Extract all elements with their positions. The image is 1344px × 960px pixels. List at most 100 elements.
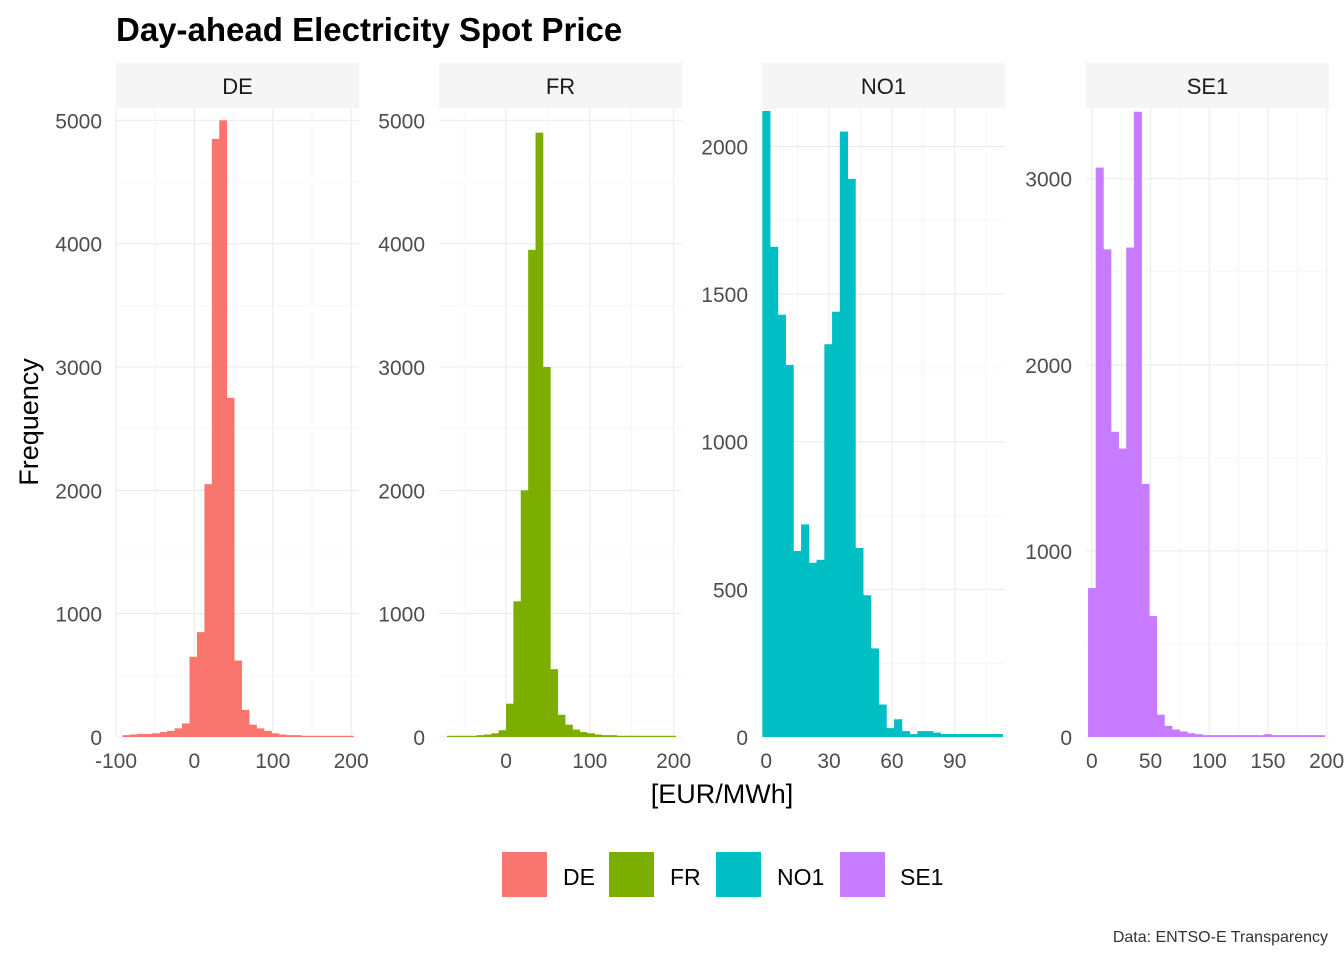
- histogram-bar: [323, 735, 332, 737]
- x-tick-label: 100: [572, 750, 607, 773]
- histogram-bar: [159, 732, 168, 737]
- caption: Data: ENTSO-E Transparency: [1113, 929, 1328, 946]
- x-tick-label: 0: [1086, 750, 1098, 773]
- y-tick-label: 2000: [701, 136, 748, 159]
- histogram-bar: [1179, 731, 1188, 737]
- y-tick-label: 4000: [55, 234, 102, 257]
- histogram-bar: [338, 735, 347, 737]
- panel-no1: NO1 0 500 1000 1500 2000 0 30 60 90: [701, 63, 1005, 773]
- histogram-bar: [263, 730, 272, 737]
- x-tick-label: 100: [1192, 750, 1227, 773]
- histogram-bar: [646, 735, 654, 737]
- panel-fr: FR 0 1000 2000 3000 4000 5000 0 100 200: [378, 63, 691, 773]
- histogram-bar: [550, 669, 559, 737]
- histogram-bar: [1248, 735, 1257, 737]
- histogram-bar: [286, 735, 295, 737]
- histogram-bar: [1095, 167, 1104, 737]
- histogram-bar: [801, 524, 810, 737]
- legend-label: NO1: [777, 864, 824, 890]
- histogram-bar: [1118, 448, 1127, 737]
- y-tick-label: 0: [736, 727, 748, 750]
- histogram-bar: [609, 735, 618, 737]
- histogram-bar: [520, 490, 529, 737]
- histogram-bar: [863, 595, 872, 737]
- histogram-bar: [301, 735, 310, 737]
- y-tick-label: 2000: [378, 480, 425, 503]
- y-tick-label: 0: [1060, 727, 1072, 750]
- legend-key: [609, 852, 654, 897]
- histogram-bar: [122, 735, 131, 737]
- histogram-bar: [498, 730, 507, 737]
- x-tick-label: 0: [189, 750, 201, 773]
- histogram-bar: [793, 550, 802, 737]
- facet-strip-label: DE: [222, 74, 253, 99]
- histogram-bar: [1133, 111, 1142, 737]
- histogram-bar: [1110, 431, 1119, 737]
- x-tick-label: 200: [1309, 750, 1344, 773]
- y-tick-label: 0: [90, 727, 102, 750]
- histogram-bar: [1255, 735, 1264, 737]
- histogram-bar: [832, 311, 841, 737]
- facet-strip: [116, 63, 359, 108]
- histogram-bar: [144, 733, 153, 737]
- histogram-bar: [653, 735, 662, 737]
- y-tick-label: 3000: [55, 357, 102, 380]
- histogram-bar: [624, 735, 632, 737]
- y-tick-label: 3000: [1025, 169, 1072, 192]
- histogram-bar: [506, 703, 514, 737]
- histogram-bar: [249, 724, 257, 737]
- histogram-bar: [345, 735, 354, 737]
- histogram-bar: [256, 728, 265, 737]
- legend-item-de: DE: [502, 852, 595, 897]
- histogram-bar: [129, 734, 138, 737]
- panel-se1: SE1 0 1000 2000 3000 0 50 100 150 200: [1025, 63, 1344, 773]
- histogram-bar: [1088, 588, 1097, 737]
- y-tick-label: 500: [713, 579, 748, 602]
- histogram-bar: [886, 728, 895, 737]
- histogram-bar: [770, 246, 779, 737]
- histogram-bar: [565, 724, 573, 737]
- histogram-bar: [878, 704, 887, 737]
- histogram-bar: [1156, 714, 1165, 737]
- legend-label: DE: [563, 864, 595, 890]
- y-tick-label: 1000: [701, 432, 748, 455]
- y-tick-label: 5000: [55, 110, 102, 133]
- histogram-bar: [917, 731, 926, 737]
- histogram-bar: [839, 131, 848, 738]
- x-axis-title: [EUR/MWh]: [651, 779, 794, 809]
- y-axis-title: Frequency: [14, 358, 44, 486]
- histogram-bar: [855, 548, 864, 737]
- x-tick-label: 150: [1250, 750, 1285, 773]
- y-tick-label: 5000: [378, 110, 425, 133]
- histogram-bar: [447, 735, 455, 737]
- histogram-bar: [316, 735, 324, 737]
- y-tick-label: 3000: [378, 357, 425, 380]
- x-tick-label: 30: [817, 750, 840, 773]
- histogram-bar: [1171, 729, 1181, 737]
- x-tick-label: 0: [500, 750, 512, 773]
- histogram-bar: [137, 733, 146, 737]
- histogram-bar: [668, 735, 677, 737]
- histogram-bar: [987, 734, 996, 737]
- legend-item-fr: FR: [609, 852, 701, 897]
- histogram-bar: [461, 735, 470, 737]
- histogram-bar: [1187, 733, 1196, 737]
- histogram-bar: [513, 601, 522, 737]
- histogram-bar: [925, 731, 934, 737]
- chart-title: Day-ahead Electricity Spot Price: [116, 11, 622, 48]
- histogram-bar: [189, 656, 198, 737]
- histogram-bar: [196, 632, 205, 737]
- histogram-bar: [808, 562, 817, 737]
- histogram-bar: [1225, 735, 1234, 737]
- histogram-bar: [330, 735, 339, 737]
- histogram-bar: [847, 178, 856, 738]
- histogram-bar: [219, 120, 228, 738]
- histogram-bar: [824, 344, 833, 737]
- histogram-bar: [971, 734, 980, 737]
- y-tick-label: 1000: [1025, 541, 1072, 564]
- histogram-bar: [870, 648, 879, 737]
- histogram-bar: [293, 735, 302, 737]
- facet-strip-label: FR: [546, 74, 575, 99]
- x-tick-label: 90: [943, 750, 966, 773]
